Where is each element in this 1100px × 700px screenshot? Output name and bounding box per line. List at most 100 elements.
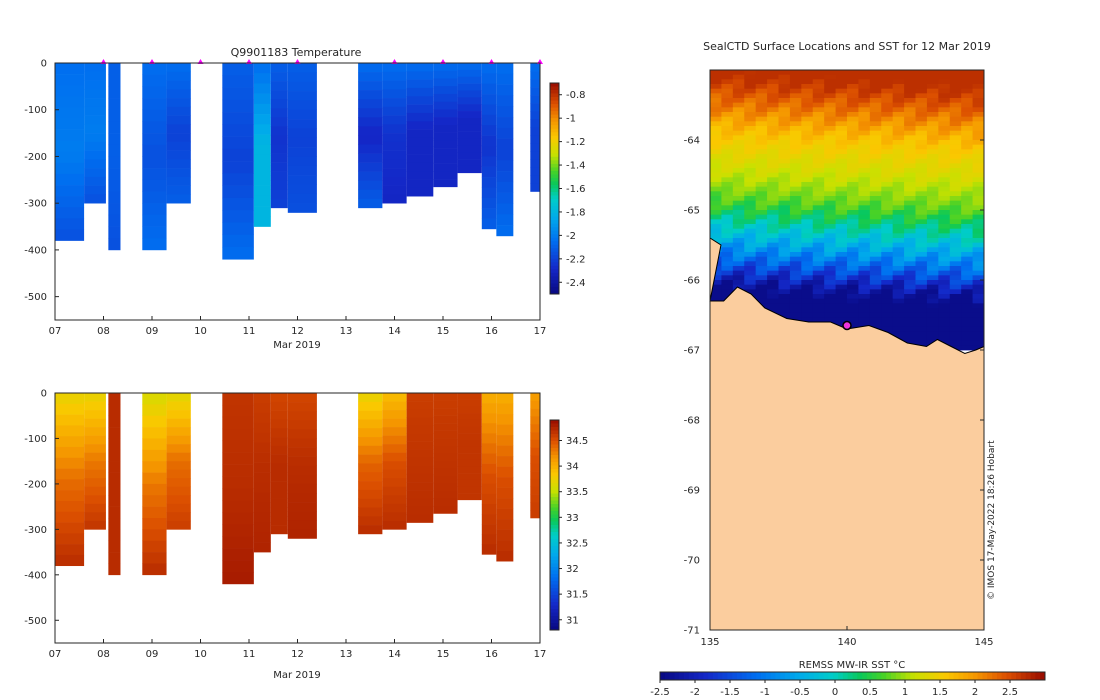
sst-cell [835,154,848,160]
sst-cell [972,298,985,304]
sst-cell [847,280,859,286]
sst-cell [801,242,814,248]
sst-cell [744,270,757,276]
profile-cell [433,408,458,416]
sst-cell [847,303,859,309]
colorbar-segment [550,128,559,133]
colorbar-segment [550,588,559,592]
sst-cell [710,186,722,192]
sst-cell [972,102,985,108]
sst-cell [824,126,836,132]
sst-cell [972,317,985,323]
colorbar-segment [550,472,559,477]
sst-cell [744,135,757,141]
sst-cell [778,214,791,220]
profile-cell [457,159,482,167]
sst-cell [755,219,768,225]
profile-cell [55,140,85,153]
sst-cell [915,149,928,155]
sst-cell [824,284,836,290]
sst-cell [824,191,836,197]
sst-cell [847,298,859,304]
profile-cell [382,106,407,116]
profile-cell [496,95,514,107]
sst-cell [892,298,905,304]
profile-cell [496,540,514,551]
sst-cell [767,214,779,220]
profile-cell [166,141,191,151]
x-tick-label: 09 [146,326,159,337]
x-tick-label: 15 [437,649,450,660]
sst-cell [778,205,791,211]
sst-cell [824,177,836,183]
sst-cell [915,294,928,300]
sst-cell [732,275,745,281]
colorbar-segment [550,563,559,568]
sst-cell [812,317,825,323]
sst-cell [858,238,871,244]
profile-cell [166,159,191,169]
sst-cell [744,205,757,211]
sst-cell [904,163,916,169]
x-tick-label: 140 [837,637,856,648]
profile-cell [55,544,85,556]
sst-cell [869,280,882,286]
sst-cell [892,205,905,211]
profile-cell [457,124,482,132]
sst-cell [732,154,745,160]
profile-cell [84,520,106,530]
profile-cell [166,63,191,73]
profile-cell [253,93,271,105]
sst-cell [835,219,848,225]
sst-cell [778,154,791,160]
sst-cell [869,289,882,295]
sst-cell [801,149,814,155]
profile-cell [382,401,407,411]
sst-cell [744,172,757,178]
sst-cell [972,242,985,248]
sst-cell [767,238,779,244]
sst-cell [881,228,894,234]
sst-cell [789,168,802,174]
sst-cell [961,135,973,141]
sst-cell [801,312,814,318]
colorbar-segment [550,451,559,456]
sst-cell [755,214,768,220]
sst-cell [721,116,734,122]
colorbar-segment [799,672,805,680]
sst-cell [858,140,871,146]
sst-cell [904,93,916,99]
sst-cell [801,219,814,225]
sst-cell [949,149,962,155]
sst-cell [710,93,722,99]
sst-cell [778,74,791,80]
sst-cell [858,112,871,118]
profile-cell [166,106,191,116]
profile-cell [433,430,458,439]
sst-cell [892,149,905,155]
profile-cell [287,511,317,521]
sst-cell [961,280,973,286]
sst-cell [710,121,722,127]
profile-cell [406,457,434,467]
sst-cell [926,84,939,90]
sst-cell [972,191,985,197]
sst-cell [721,196,734,202]
colorbar-segment [866,672,873,680]
sst-cell [972,70,985,76]
sst-cell [858,233,871,239]
profile-cell [108,461,121,473]
sst-cell [710,200,722,206]
profile-cell [108,214,121,227]
sst-cell [801,74,814,80]
colorbar-tick-label: 0 [832,687,838,698]
sst-cell [972,177,985,183]
sst-cell [915,228,928,234]
sst-cell [938,247,951,253]
sst-cell [732,88,745,94]
sst-cell [881,326,894,332]
sst-cell [915,93,928,99]
sst-cell [961,172,973,178]
profile-cell [287,175,317,185]
sst-cell [904,317,916,323]
